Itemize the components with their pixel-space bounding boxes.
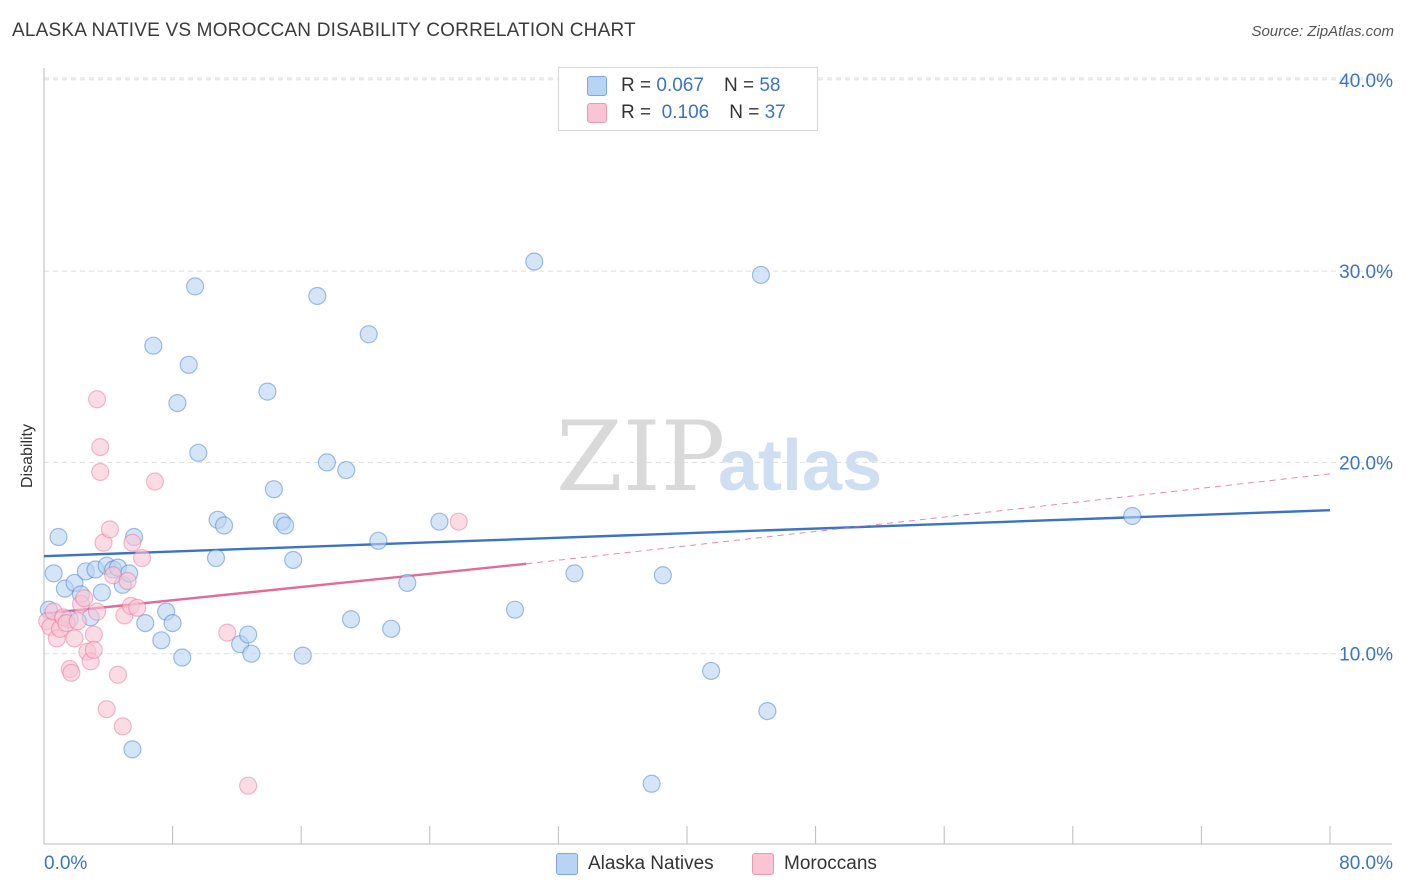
moroccan-point — [84, 625, 103, 644]
alaska-point — [163, 613, 182, 633]
alaska-point — [242, 644, 261, 663]
alaska-point — [264, 480, 283, 499]
legend-r-value: 0.067 — [656, 75, 704, 96]
alaska-point — [653, 566, 672, 585]
legend-r-value: 0.106 — [661, 102, 710, 123]
alaska-point — [525, 252, 544, 271]
x-tick-label-min: 0.0% — [44, 853, 87, 874]
moroccan-point — [87, 602, 107, 621]
legend-row-moroccan: R = 0.106 N = 37 — [587, 101, 786, 125]
alaska-point — [505, 600, 525, 619]
alaska-point — [430, 512, 449, 531]
alaska-point — [359, 325, 378, 344]
moroccan-point — [145, 472, 165, 491]
legend-n-label: N = — [729, 102, 760, 123]
moroccan-point — [87, 390, 107, 409]
alaska-point — [293, 646, 312, 665]
moroccan-point — [68, 612, 87, 631]
alaska-point — [398, 573, 417, 593]
alaska-point — [758, 701, 777, 721]
y-tick-label: 40.0% — [1339, 71, 1393, 92]
moroccan-point — [128, 598, 147, 617]
axes — [43, 68, 1392, 845]
moroccan-trend-line-extension — [526, 473, 1331, 565]
bottom-legend-swatch-moroccan — [752, 853, 774, 875]
legend-n-value: 58 — [759, 75, 781, 96]
alaska-point — [642, 774, 661, 793]
alaska-point — [214, 516, 234, 535]
alaska-point — [284, 550, 303, 570]
alaska-point — [258, 382, 277, 401]
alaska-point — [123, 740, 142, 759]
alaska-point — [92, 583, 111, 602]
bottom-legend-label-alaska: Alaska Natives — [588, 853, 714, 874]
watermark-zip: ZIP — [556, 401, 725, 513]
alaska-point — [152, 631, 171, 650]
alaska-point — [1123, 506, 1142, 526]
chart-title: ALASKA NATIVE VS MOROCCAN DISABILITY COR… — [12, 20, 636, 41]
moroccan-point — [218, 623, 237, 642]
alaska-point — [337, 460, 356, 480]
alaska-point — [239, 625, 258, 644]
moroccan-point — [449, 512, 468, 531]
moroccan-point — [97, 700, 116, 719]
legend-swatch-alaska — [587, 76, 607, 96]
moroccan-point — [123, 533, 142, 552]
legend-r-label: R = — [621, 75, 652, 96]
grid-lines — [44, 77, 1392, 655]
moroccan-point — [84, 640, 103, 659]
moroccan-point — [132, 548, 152, 568]
x-tick-label-max: 80.0% — [1339, 853, 1393, 874]
alaska-point — [186, 277, 205, 296]
bottom-legend-moroccan: Moroccans — [752, 852, 877, 876]
tick-labels: 10.0% 20.0% 30.0% 40.0% 0.0% 80.0% — [44, 71, 1393, 874]
watermark-atlas: atlas — [718, 426, 882, 506]
moroccan-point — [65, 629, 84, 648]
alaska-point — [44, 564, 63, 583]
alaska-point — [565, 564, 584, 583]
moroccan-point — [75, 589, 94, 608]
alaska-point — [189, 443, 208, 462]
legend-row-alaska: R = 0.067 N = 58 — [587, 74, 780, 98]
legend-n-value: 37 — [764, 102, 786, 123]
alaska-point — [369, 531, 388, 550]
alaska-point — [173, 648, 192, 667]
y-tick-label: 10.0% — [1339, 645, 1393, 666]
legend-r-label: R = — [621, 102, 652, 123]
bottom-legend-swatch-alaska — [556, 853, 578, 875]
moroccan-point — [118, 571, 137, 591]
moroccan-point — [239, 776, 258, 795]
alaska-trend-line — [43, 509, 1331, 558]
moroccan-point — [108, 665, 128, 684]
alaska-point — [179, 355, 198, 374]
alaska-point — [49, 527, 68, 547]
alaska-point — [702, 661, 721, 681]
legend-n-label: N = — [723, 75, 755, 96]
moroccan-point — [91, 437, 110, 457]
y-tick-label: 30.0% — [1339, 262, 1393, 283]
moroccan-point — [113, 717, 132, 736]
alaska-point — [206, 548, 226, 568]
source-label: Source: ZipAtlas.com — [1251, 23, 1394, 40]
alaska-point — [751, 265, 771, 285]
stats-legend: R = 0.067 N = 58 R = 0.106 N = 37 — [558, 67, 818, 131]
alaska-point — [317, 453, 337, 472]
moroccan-point — [62, 663, 81, 682]
legend-swatch-moroccan — [587, 103, 607, 123]
alaska-point — [168, 393, 187, 413]
alaska-point — [308, 286, 327, 306]
alaska-point — [382, 619, 401, 638]
y-tick-label: 20.0% — [1339, 453, 1393, 474]
data-points — [38, 252, 1142, 795]
bottom-legend-label-moroccan: Moroccans — [784, 853, 877, 874]
bottom-legend-alaska: Alaska Natives — [556, 852, 714, 876]
alaska-point — [136, 613, 155, 633]
alaska-point — [341, 610, 361, 629]
moroccan-point — [100, 520, 120, 539]
alaska-point — [276, 516, 295, 535]
alaska-point — [144, 336, 163, 355]
moroccan-point — [91, 462, 110, 482]
